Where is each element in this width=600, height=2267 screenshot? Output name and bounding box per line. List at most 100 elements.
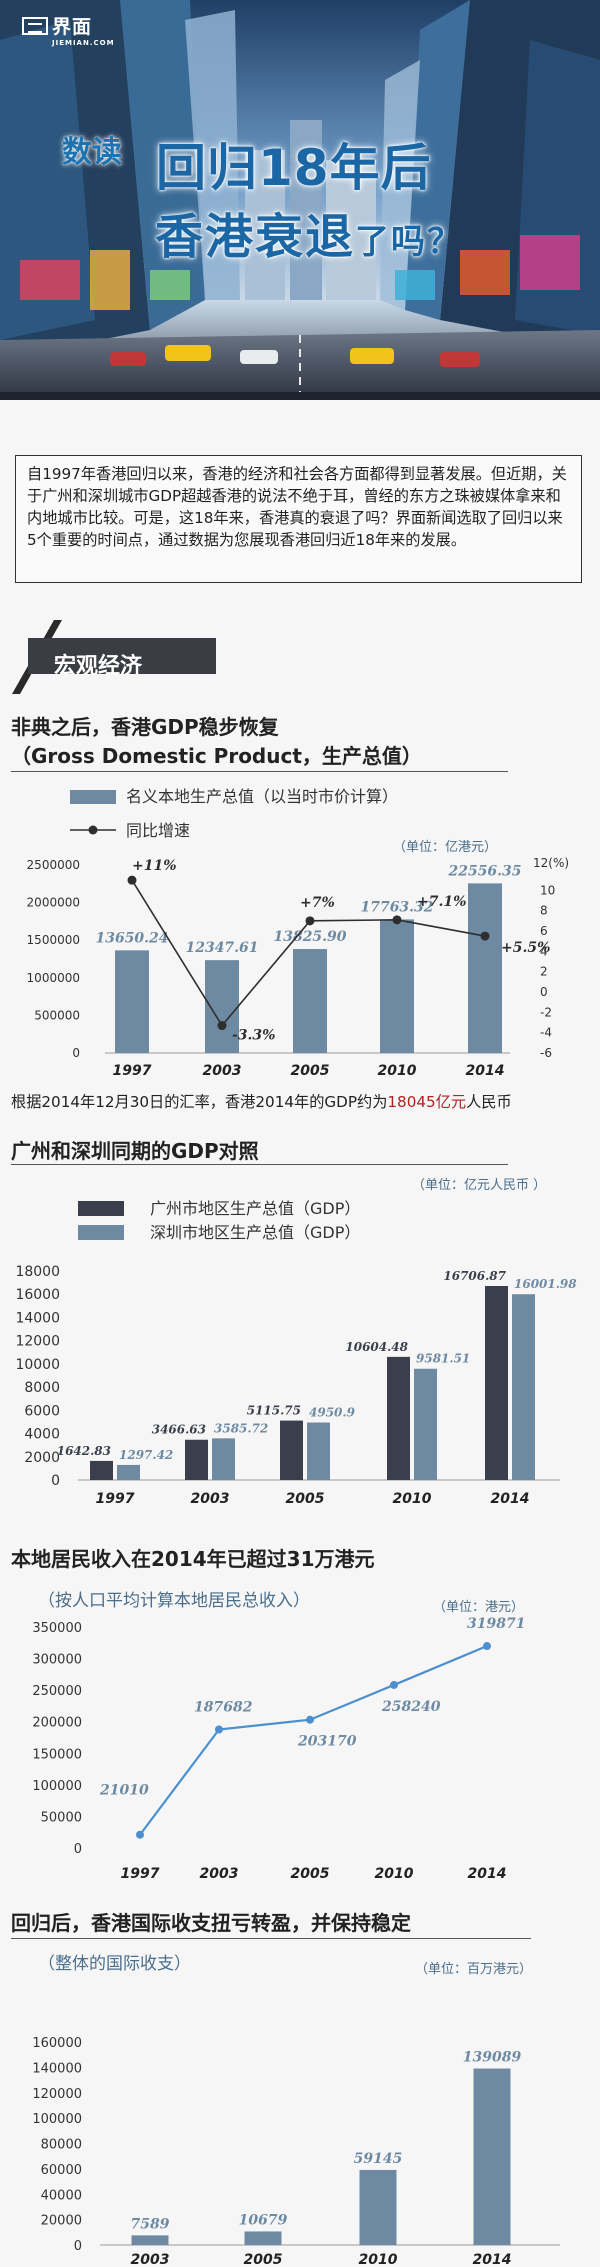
shenzhen-bar [117, 1464, 140, 1480]
hero-title-part-c: 了吗？ [355, 222, 464, 262]
growth-point [127, 875, 137, 885]
guangzhou-bar [387, 1356, 410, 1480]
income-point [306, 1715, 314, 1724]
y-tick-label: 140000 [32, 2061, 82, 2076]
gdp-bar [115, 950, 149, 1053]
y-tick-label: 4000 [24, 1427, 60, 1443]
y-tick-label: 2000000 [27, 896, 80, 910]
y-tick-label: 160000 [32, 2036, 82, 2051]
hero-title-part-a: 香港 [155, 209, 256, 265]
bop-chart: （整体的国际收支） （单位：百万港元） 0 20000 40000 60000 80000 1… [32, 1954, 560, 2267]
x-tick-label: 2003 [203, 1063, 242, 1079]
gdp-note-part-a: 根据2014年12月30日的汇率，香港2014年的GDP约为 [11, 1093, 388, 1111]
income-chart: （按人口平均计算本地居民总收入） （单位：港元） 0 50000 100000 15000… [32, 1591, 525, 1882]
growth-label: +7.1% [417, 894, 466, 910]
y2-tick-label: 0 [540, 985, 548, 999]
y-tick-label: 6000 [24, 1403, 60, 1419]
shenzhen-bar [307, 1422, 330, 1480]
y-tick-label: 8000 [24, 1380, 60, 1396]
x-tick-label: 2014 [473, 2252, 512, 2267]
bop-rule [11, 1938, 531, 1939]
y-tick-label: 18000 [15, 1264, 60, 1280]
chart2-unit: （单位：亿元人民币 ） [412, 1178, 546, 1193]
guangzhou-bar [185, 1439, 208, 1480]
y-tick-label: 2500000 [27, 858, 80, 872]
bop-bar [244, 2231, 282, 2245]
y-tick-label: 50000 [41, 1810, 82, 1825]
y-tick-label: 0 [51, 1473, 60, 1489]
income-label: 187682 [194, 1699, 253, 1715]
city-illustration [0, 0, 600, 400]
shenzhen-bar-label: 1297.42 [119, 1448, 173, 1462]
bop-bar [131, 2235, 169, 2245]
x-tick-label: 2005 [291, 1866, 330, 1882]
legend-swatch-shenzhen [78, 1225, 124, 1240]
hero-title-line2: 香港衰退了吗？ [155, 197, 463, 267]
gdp-bar-label: 12347.61 [185, 940, 258, 956]
y-tick-label: 120000 [32, 2087, 82, 2102]
gz-sz-heading: 广州和深圳同期的GDP对照 [11, 1139, 259, 1163]
y-tick-label: 100000 [32, 2112, 82, 2127]
growth-point [480, 931, 490, 941]
growth-label: +7% [300, 895, 335, 911]
y-tick-label: 12000 [15, 1334, 60, 1350]
hk-gdp-chart: 名义本地生产总值（以当时市价计算） 同比增速 （单位：亿港元） 12(%) 0 50000… [27, 787, 570, 1079]
y-tick-label: 14000 [15, 1310, 60, 1326]
y-tick-label: 350000 [32, 1621, 82, 1636]
x-tick-label: 2003 [131, 2252, 170, 2267]
y-tick-label: 0 [72, 1046, 80, 1060]
hero-title-part-b: 衰退 [255, 209, 356, 265]
shenzhen-bar-label: 16001.98 [514, 1277, 577, 1291]
y2-tick-label: 2 [540, 965, 548, 979]
income-heading: 本地居民收入在2014年已超过31万港元 [11, 1547, 375, 1571]
bop-heading: 回归后，香港国际收支扭亏转盈，并保持稳定 [11, 1911, 411, 1935]
guangzhou-bar-label: 10604.48 [345, 1340, 408, 1354]
shenzhen-bar-label: 3585.72 [214, 1421, 268, 1435]
chart3-unit: （单位：港元） [433, 1600, 524, 1615]
y-tick-label: 1000000 [27, 971, 80, 985]
y-tick-label: 40000 [41, 2188, 82, 2203]
y-tick-label: 1500000 [27, 933, 80, 947]
legend-label-shenzhen: 深圳市地区生产总值（GDP） [150, 1223, 360, 1242]
intro-paragraph: 自1997年香港回归以来，香港的经济和社会各方面都得到显著发展。但近期，关于广州… [15, 455, 582, 583]
x-tick-label: 2010 [375, 1866, 414, 1882]
income-point [390, 1680, 398, 1689]
growth-label: +11% [132, 858, 177, 874]
shenzhen-bar-label: 4950.9 [309, 1406, 356, 1420]
y-tick-label: 16000 [15, 1287, 60, 1303]
y-tick-label: 60000 [41, 2163, 82, 2178]
gdp-bar [468, 883, 502, 1053]
guangzhou-bar-label: 16706.87 [443, 1269, 506, 1283]
x-tick-label: 2010 [359, 2252, 398, 2267]
legend-label-gdp: 名义本地生产总值（以当时市价计算） [126, 787, 398, 806]
y-tick-label: 2000 [24, 1450, 60, 1466]
guangzhou-bar-label: 1642.83 [57, 1444, 111, 1458]
hero-banner: 界面 JIEMIAN.COM 数读 回归18年后 香港衰退了吗？ [0, 0, 600, 400]
income-label: 319871 [467, 1616, 525, 1632]
y-tick-label: 10000 [15, 1357, 60, 1373]
income-point [483, 1642, 491, 1651]
brand-logo: 界面 JIEMIAN.COM [22, 12, 115, 47]
growth-label: -3.3% [232, 1028, 275, 1044]
y-tick-label: 500000 [34, 1008, 80, 1022]
y-tick-label: 300000 [32, 1653, 82, 1668]
x-tick-label: 2014 [466, 1063, 505, 1079]
y2-tick-label: 8 [540, 904, 548, 918]
bop-bar-label: 10679 [239, 2212, 288, 2228]
x-tick-label: 2003 [191, 1491, 230, 1507]
x-tick-label: 2014 [468, 1866, 507, 1882]
y2-tick-label: -4 [540, 1026, 552, 1040]
gdp-rule [11, 771, 508, 772]
x-tick-label: 1997 [113, 1063, 152, 1079]
y-tick-label: 200000 [32, 1716, 82, 1731]
bop-bar-label: 7589 [131, 2216, 170, 2232]
chart4-subtitle: （整体的国际收支） [38, 1954, 191, 1974]
gdp-bar-label: 22556.35 [447, 863, 521, 879]
y2-tick-label: -6 [540, 1046, 552, 1060]
gdp-heading: 非典之后，香港GDP稳步恢复 [11, 715, 279, 739]
gdp-bar-label: 13825.90 [273, 929, 346, 945]
gdp-note-highlight: 18045亿元 [387, 1093, 467, 1111]
x-tick-label: 2010 [393, 1491, 432, 1507]
gdp-bar-label: 17763.32 [360, 899, 433, 915]
